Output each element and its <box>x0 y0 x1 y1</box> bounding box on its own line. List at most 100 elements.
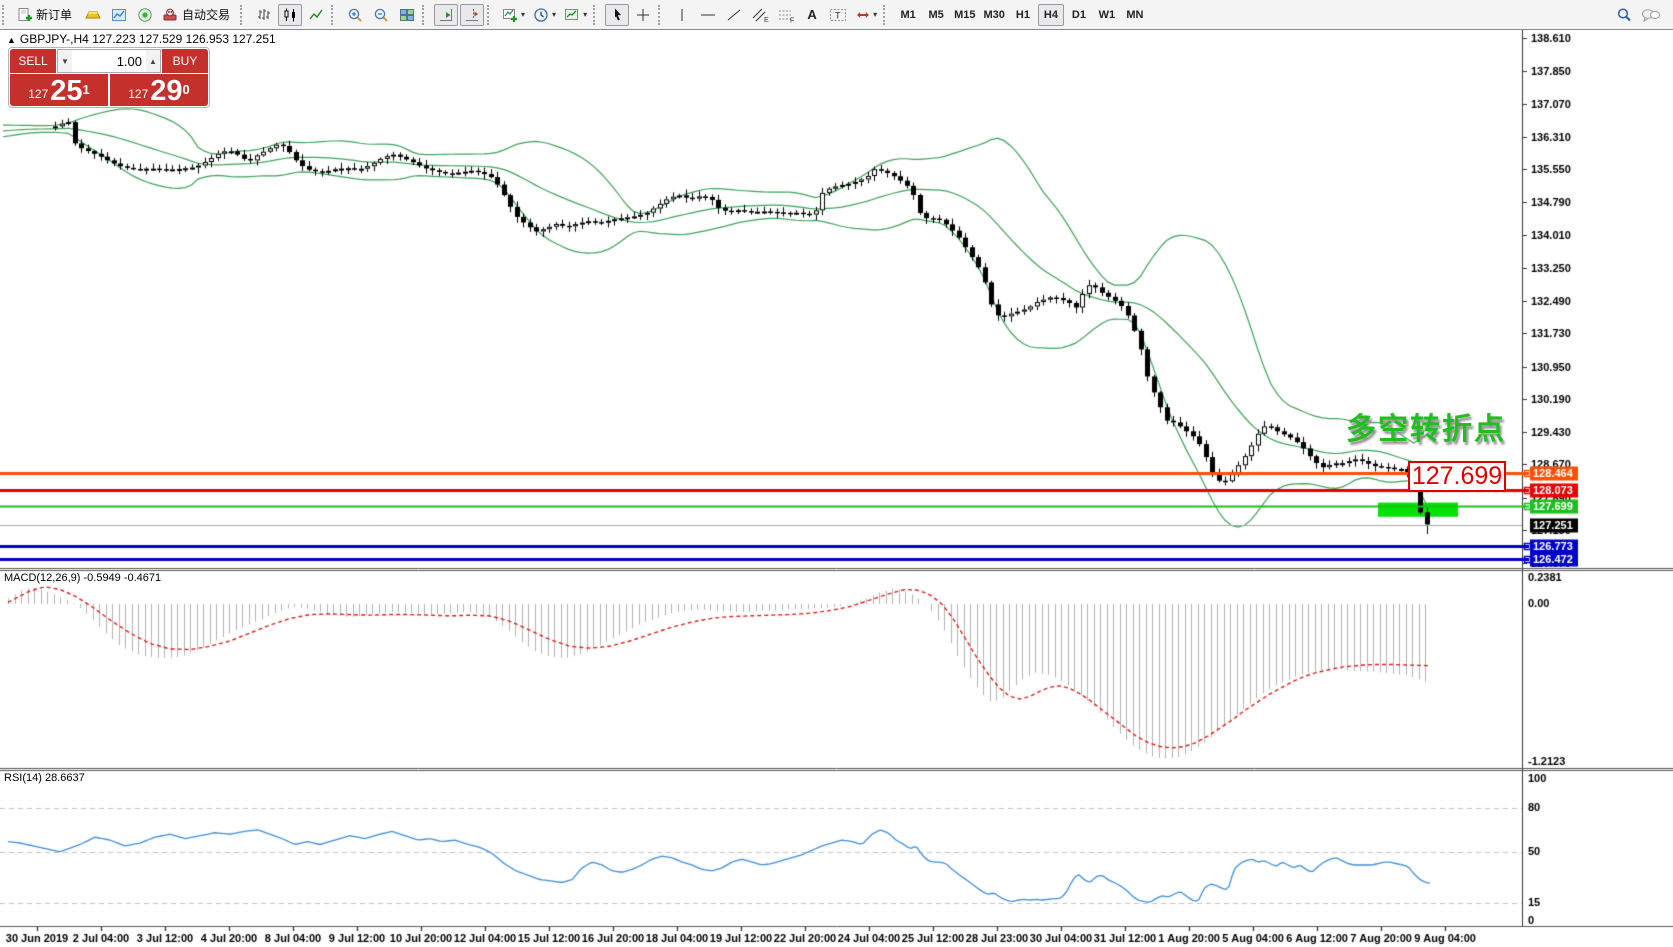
text-label-button[interactable]: T <box>826 4 850 26</box>
templates-button[interactable]: ▾ <box>561 4 590 26</box>
toolbar-grip[interactable] <box>422 4 431 25</box>
volume-input[interactable]: 1.00 <box>72 50 146 72</box>
timeframe-label: H1 <box>1015 8 1030 21</box>
timeframe-label: M30 <box>983 8 1005 21</box>
auto-scroll-button[interactable] <box>434 3 459 26</box>
timeframe-label: D1 <box>1071 8 1086 21</box>
sell-price-prefix: 127 <box>28 87 49 101</box>
arrows-button[interactable]: ▾ <box>852 4 880 26</box>
horizontal-line-button[interactable] <box>696 4 720 26</box>
svg-text:F: F <box>790 17 794 23</box>
zoom-out-button[interactable] <box>369 4 393 26</box>
one-click-trading-panel: SELL ▼ 1.00 ▲ BUY 127 25 1 127 29 0 <box>8 47 210 108</box>
fibonacci-button[interactable]: F <box>774 4 798 26</box>
timeframe-label: H4 <box>1043 8 1058 21</box>
new-order-label: 新订单 <box>36 8 73 22</box>
arrows-icon <box>855 7 871 23</box>
volume-decrease-button[interactable]: ▼ <box>58 50 72 72</box>
line-chart-button[interactable] <box>304 4 328 26</box>
toolbar-grip[interactable] <box>593 4 602 25</box>
timeframe-m15-button[interactable]: M15 <box>951 4 978 26</box>
toolbar-grip[interactable] <box>240 4 249 25</box>
timeframe-label: W1 <box>1098 8 1116 21</box>
buy-button[interactable]: BUY <box>162 49 208 73</box>
timeframe-label: MN <box>1126 8 1144 21</box>
channel-icon: E <box>751 7 769 23</box>
buy-price-button[interactable]: 127 29 0 <box>110 74 208 106</box>
chart-shift-button[interactable] <box>460 3 485 26</box>
timeframe-h4-button[interactable]: H4 <box>1037 3 1064 26</box>
indicators-button[interactable]: ▾ <box>499 4 528 26</box>
sell-price-button[interactable]: 127 25 1 <box>10 74 108 106</box>
toolbar-grip[interactable] <box>658 4 667 25</box>
chat-button[interactable] <box>1638 4 1664 26</box>
auto-scroll-icon <box>438 7 455 23</box>
trendline-button[interactable] <box>722 4 746 26</box>
timeframe-h1-button[interactable]: H1 <box>1010 4 1036 26</box>
toolbar-grip[interactable] <box>883 4 892 25</box>
buy-price-sup: 0 <box>182 82 190 97</box>
timeframe-label: M1 <box>900 8 916 21</box>
buy-label: BUY <box>172 54 198 68</box>
new-order-button[interactable]: 新订单 <box>14 4 79 26</box>
price-level-callout[interactable]: 127.699 <box>1408 461 1506 492</box>
timeframe-d1-button[interactable]: D1 <box>1066 4 1092 26</box>
zoom-out-icon <box>373 7 390 23</box>
equidistant-channel-button[interactable]: E <box>748 4 772 26</box>
cursor-button[interactable] <box>605 3 630 26</box>
crosshair-icon <box>635 7 651 23</box>
chart-window-button[interactable] <box>107 4 131 26</box>
gold-deposit-button[interactable] <box>81 4 105 26</box>
text-button[interactable]: A <box>800 4 824 26</box>
rsi-pane-label: RSI(14) 28.6637 <box>4 772 85 784</box>
bar-chart-button[interactable] <box>252 4 276 26</box>
search-button[interactable] <box>1612 4 1636 26</box>
macd-pane-label: MACD(12,26,9) -0.5949 -0.4671 <box>4 572 161 584</box>
timeframe-m30-button[interactable]: M30 <box>981 4 1008 26</box>
sell-button[interactable]: SELL <box>10 49 56 73</box>
templates-icon <box>564 7 581 23</box>
timeframe-mn-button[interactable]: MN <box>1122 4 1148 26</box>
main-toolbar: 新订单 自动交易 <box>0 0 1673 30</box>
cursor-icon <box>610 7 625 23</box>
buy-price-big: 29 <box>150 75 183 107</box>
timeframe-w1-button[interactable]: W1 <box>1094 4 1120 26</box>
svg-text:E: E <box>764 17 769 23</box>
signals-button[interactable] <box>133 4 157 26</box>
chart-symbol-title: ▲ GBPJPY-,H4 127.223 127.529 126.953 127.… <box>7 32 276 46</box>
volume-increase-button[interactable]: ▲ <box>146 50 160 72</box>
timeframe-label: M15 <box>954 8 976 21</box>
crosshair-button[interactable] <box>631 4 655 26</box>
toolbar-grip[interactable] <box>2 4 11 25</box>
search-icon <box>1616 7 1633 23</box>
macd-values: -0.5949 -0.4671 <box>83 572 162 584</box>
indicators-dropdown-caret: ▾ <box>521 10 526 19</box>
vertical-line-button[interactable] <box>670 4 694 26</box>
horizontal-line-icon <box>699 7 717 23</box>
tile-windows-icon <box>399 7 415 23</box>
vertical-line-icon <box>675 7 689 23</box>
zoom-in-button[interactable] <box>343 4 367 26</box>
signal-icon <box>137 7 154 23</box>
toolbar-grip[interactable] <box>331 4 340 25</box>
arrows-dropdown-caret: ▾ <box>873 10 878 19</box>
indicators-icon <box>502 7 519 23</box>
timeframe-m5-button[interactable]: M5 <box>923 4 949 26</box>
fibonacci-icon: F <box>777 7 795 23</box>
sell-price-sup: 1 <box>82 82 90 97</box>
tile-windows-button[interactable] <box>395 4 419 26</box>
periods-button[interactable]: ▾ <box>530 4 559 26</box>
text-tool-icon: A <box>807 7 817 22</box>
chat-icon <box>1641 7 1661 23</box>
bar-chart-icon <box>256 7 272 23</box>
timeframe-m1-button[interactable]: M1 <box>895 4 921 26</box>
ohlc-values: 127.223 127.529 126.953 127.251 <box>92 32 276 46</box>
chart-text-annotation[interactable]: 多空转折点 <box>1346 413 1506 446</box>
auto-trading-button[interactable]: 自动交易 <box>159 4 237 26</box>
new-order-icon <box>17 7 33 23</box>
collapse-panel-icon[interactable]: ▲ <box>7 35 16 45</box>
candlestick-chart-button[interactable] <box>278 3 303 26</box>
toolbar-grip[interactable] <box>487 4 496 25</box>
